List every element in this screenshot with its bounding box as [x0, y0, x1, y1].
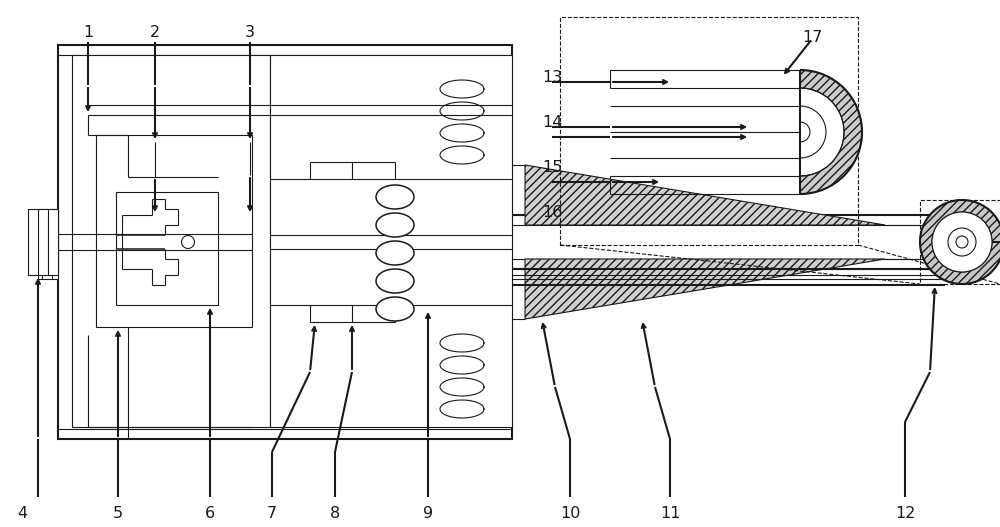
Bar [38, 209, 58, 279]
Circle shape [182, 236, 194, 249]
Ellipse shape [376, 185, 414, 209]
Text: 15: 15 [542, 160, 562, 174]
Text: 2: 2 [150, 24, 160, 40]
Ellipse shape [376, 269, 414, 293]
Text: 11: 11 [660, 506, 680, 522]
Ellipse shape [376, 213, 414, 237]
Polygon shape [525, 165, 885, 225]
Text: 7: 7 [267, 506, 277, 522]
Text: 6: 6 [205, 506, 215, 522]
Bar [28, 209, 58, 275]
Bar [72, 55, 270, 427]
Text: 4: 4 [17, 506, 27, 522]
Circle shape [932, 212, 992, 272]
Ellipse shape [376, 297, 414, 321]
Bar [560, 17, 858, 245]
Text: 16: 16 [542, 204, 562, 220]
Text: 8: 8 [330, 506, 340, 522]
Text: 12: 12 [895, 506, 915, 522]
Text: 1: 1 [83, 24, 93, 40]
Polygon shape [525, 259, 885, 319]
Text: 14: 14 [542, 114, 562, 130]
Text: 13: 13 [542, 70, 562, 84]
Bar [96, 135, 252, 327]
Polygon shape [800, 70, 862, 194]
Text: 3: 3 [245, 24, 255, 40]
Text: 9: 9 [423, 506, 433, 522]
Polygon shape [920, 200, 1000, 284]
Bar [270, 55, 512, 427]
Ellipse shape [376, 241, 414, 265]
Bar [116, 192, 218, 305]
Circle shape [956, 236, 968, 248]
Text: 5: 5 [113, 506, 123, 522]
Circle shape [948, 228, 976, 256]
Text: 17: 17 [802, 30, 822, 44]
Bar [58, 45, 512, 439]
Text: 10: 10 [560, 506, 580, 522]
Bar [920, 200, 1000, 284]
